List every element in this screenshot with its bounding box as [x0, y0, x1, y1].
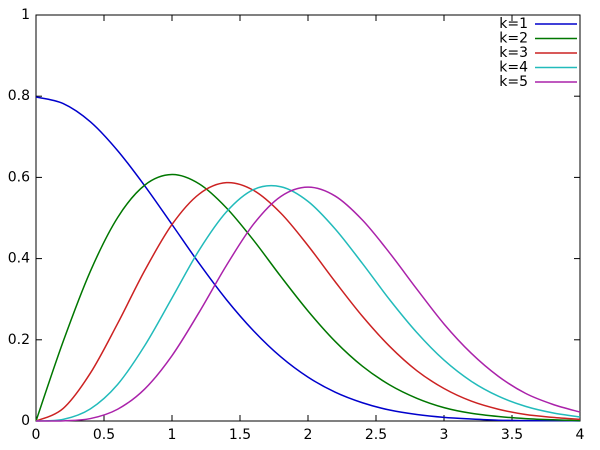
- y-tick-label: 1: [21, 7, 30, 23]
- legend-label: k=2: [499, 31, 528, 47]
- series-line: [35, 96, 581, 422]
- x-tick-label: 2.5: [365, 427, 387, 443]
- y-tick-label: 0: [21, 413, 30, 429]
- y-tick-label: 0.2: [8, 332, 30, 348]
- series-line: [35, 181, 581, 422]
- legend-label: k=3: [499, 45, 528, 61]
- y-tick-label: 0.6: [8, 169, 30, 185]
- y-tick-label: 0.8: [8, 88, 30, 104]
- x-tick-label: 3: [440, 427, 449, 443]
- y-tick-label: 0.4: [8, 251, 30, 267]
- x-tick-label: 3.5: [501, 427, 523, 443]
- x-tick-label: 1.5: [229, 427, 251, 443]
- x-tick-label: 4: [576, 427, 585, 443]
- legend-label: k=1: [499, 16, 528, 32]
- x-tick-label: 2: [304, 427, 313, 443]
- x-tick-label: 0: [32, 427, 41, 443]
- series-line: [35, 173, 581, 422]
- x-tick-label: 1: [168, 427, 177, 443]
- x-tick-label: 0.5: [93, 427, 115, 443]
- series-line: [35, 184, 581, 422]
- legend-label: k=4: [499, 60, 528, 76]
- series-line: [35, 186, 581, 422]
- legend-label: k=5: [499, 74, 528, 90]
